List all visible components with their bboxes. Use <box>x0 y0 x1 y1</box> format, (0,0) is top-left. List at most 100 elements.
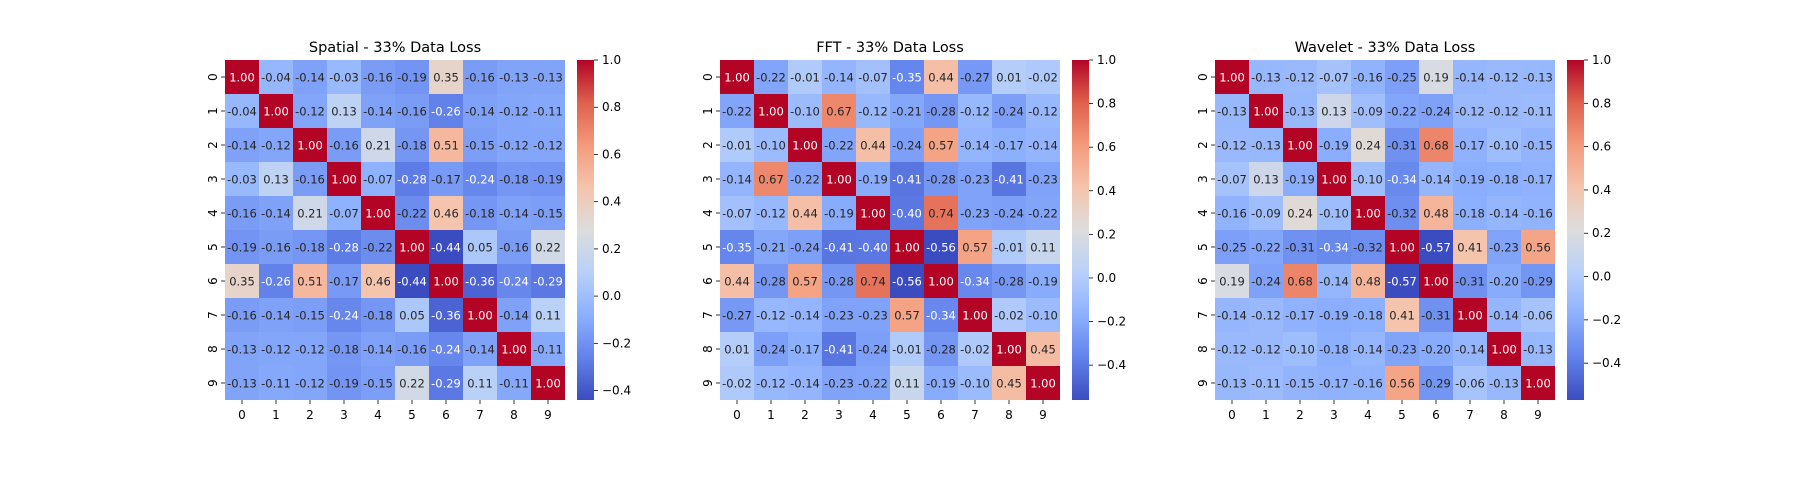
cell-label: 0.57 <box>792 275 818 289</box>
heatmap-cell <box>1487 196 1521 230</box>
cell-label: -0.10 <box>1319 207 1349 221</box>
cell-label: -0.23 <box>1387 343 1417 357</box>
heatmap-cell <box>497 60 531 94</box>
heatmap-cell <box>788 128 822 162</box>
heatmap-cell <box>822 162 856 196</box>
heatmap-cell <box>788 332 822 366</box>
heatmap-cell <box>1521 94 1555 128</box>
heatmap-cell <box>293 332 327 366</box>
cell-label: -0.11 <box>261 377 291 391</box>
cell-label: -0.14 <box>1455 71 1485 85</box>
heatmap-cell <box>788 60 822 94</box>
cell-label: 0.74 <box>928 207 954 221</box>
heatmap-cell <box>754 162 788 196</box>
cell-label: 1.00 <box>1219 71 1245 85</box>
heatmap-cell <box>1521 332 1555 366</box>
cell-label: -0.13 <box>1523 343 1553 357</box>
cell-label: -0.17 <box>790 343 820 357</box>
heatmap-cell <box>1385 298 1419 332</box>
cell-label: -0.35 <box>892 71 922 85</box>
cell-label: -0.23 <box>960 207 990 221</box>
cell-label: -0.16 <box>329 139 359 153</box>
heatmap-cell <box>225 196 259 230</box>
cell-label: -0.14 <box>261 207 291 221</box>
y-tick-label: 3 <box>1196 175 1210 183</box>
heatmap-cell <box>788 94 822 128</box>
cell-label: -0.02 <box>722 377 752 391</box>
x-tick-label: 4 <box>869 408 877 422</box>
heatmap-cell <box>429 230 463 264</box>
heatmap-cell <box>1317 94 1351 128</box>
cell-label: -0.16 <box>1353 71 1383 85</box>
heatmap-cell <box>754 230 788 264</box>
cell-label: -0.23 <box>1028 173 1058 187</box>
heatmap-cell <box>1385 162 1419 196</box>
heatmap-cell <box>361 264 395 298</box>
heatmap-cell <box>1453 60 1487 94</box>
cell-label: -0.18 <box>397 139 427 153</box>
heatmap-cell <box>531 162 565 196</box>
cell-label: -0.22 <box>1251 241 1281 255</box>
colorbar-tick-label: −0.4 <box>1592 356 1621 370</box>
cell-label: -0.02 <box>960 343 990 357</box>
x-tick-label: 7 <box>476 408 484 422</box>
cell-label: 0.22 <box>535 241 561 255</box>
cell-label: -0.12 <box>1285 71 1315 85</box>
cell-label: -0.17 <box>994 139 1024 153</box>
y-tick-label: 1 <box>701 107 715 115</box>
cell-label: 0.11 <box>1030 241 1056 255</box>
heatmap-cell <box>1419 60 1453 94</box>
y-tick-label: 7 <box>206 311 220 319</box>
cell-label: -0.01 <box>722 139 752 153</box>
cell-label: -0.10 <box>756 139 786 153</box>
heatmap-cell <box>259 230 293 264</box>
y-tick-label: 9 <box>701 379 715 387</box>
cell-label: 0.41 <box>1389 309 1415 323</box>
heatmap-cell <box>1351 128 1385 162</box>
cell-label: -0.16 <box>465 71 495 85</box>
heatmap-cell <box>361 366 395 400</box>
colorbar-tick-label: 1.0 <box>602 53 621 67</box>
cell-label: -0.07 <box>363 173 393 187</box>
heatmap-cell <box>327 230 361 264</box>
cell-label: -0.27 <box>722 309 752 323</box>
cell-label: -0.21 <box>892 105 922 119</box>
cell-label: -0.07 <box>722 207 752 221</box>
x-tick-label: 4 <box>1364 408 1372 422</box>
heatmap-cell <box>1215 366 1249 400</box>
cell-label: -0.12 <box>756 207 786 221</box>
colorbar-tick-label: 0.8 <box>1097 97 1116 111</box>
cell-label: 0.11 <box>535 309 561 323</box>
cell-label: 1.00 <box>399 241 425 255</box>
cell-label: -0.34 <box>1387 173 1417 187</box>
heatmap-cell <box>1351 264 1385 298</box>
heatmap-cell <box>958 264 992 298</box>
heatmap-cell <box>1249 298 1283 332</box>
heatmap-cell <box>992 196 1026 230</box>
heatmap-cell <box>1521 366 1555 400</box>
colorbar <box>1072 60 1089 400</box>
cell-label: -0.41 <box>892 173 922 187</box>
heatmap-cell <box>1385 60 1419 94</box>
heatmap-cell <box>856 94 890 128</box>
heatmap-cell <box>1215 60 1249 94</box>
colorbar-tick-label: 0.8 <box>602 100 621 114</box>
cell-label: 0.74 <box>860 275 886 289</box>
x-tick-label: 0 <box>238 408 246 422</box>
cell-label: -0.14 <box>227 139 257 153</box>
heatmap-cell <box>924 332 958 366</box>
heatmap-cell <box>327 60 361 94</box>
cell-label: -0.24 <box>431 343 461 357</box>
cell-label: -0.12 <box>261 343 291 357</box>
cell-label: -0.16 <box>295 173 325 187</box>
cell-label: 0.11 <box>894 377 920 391</box>
cell-label: -0.09 <box>1251 207 1281 221</box>
heatmap-cell <box>497 366 531 400</box>
x-tick-label: 1 <box>272 408 280 422</box>
heatmap-cell <box>327 162 361 196</box>
cell-label: -0.07 <box>1319 71 1349 85</box>
heatmap-cell <box>890 94 924 128</box>
heatmap-cell <box>463 94 497 128</box>
heatmap-cell <box>429 94 463 128</box>
cell-label: -0.16 <box>227 309 257 323</box>
